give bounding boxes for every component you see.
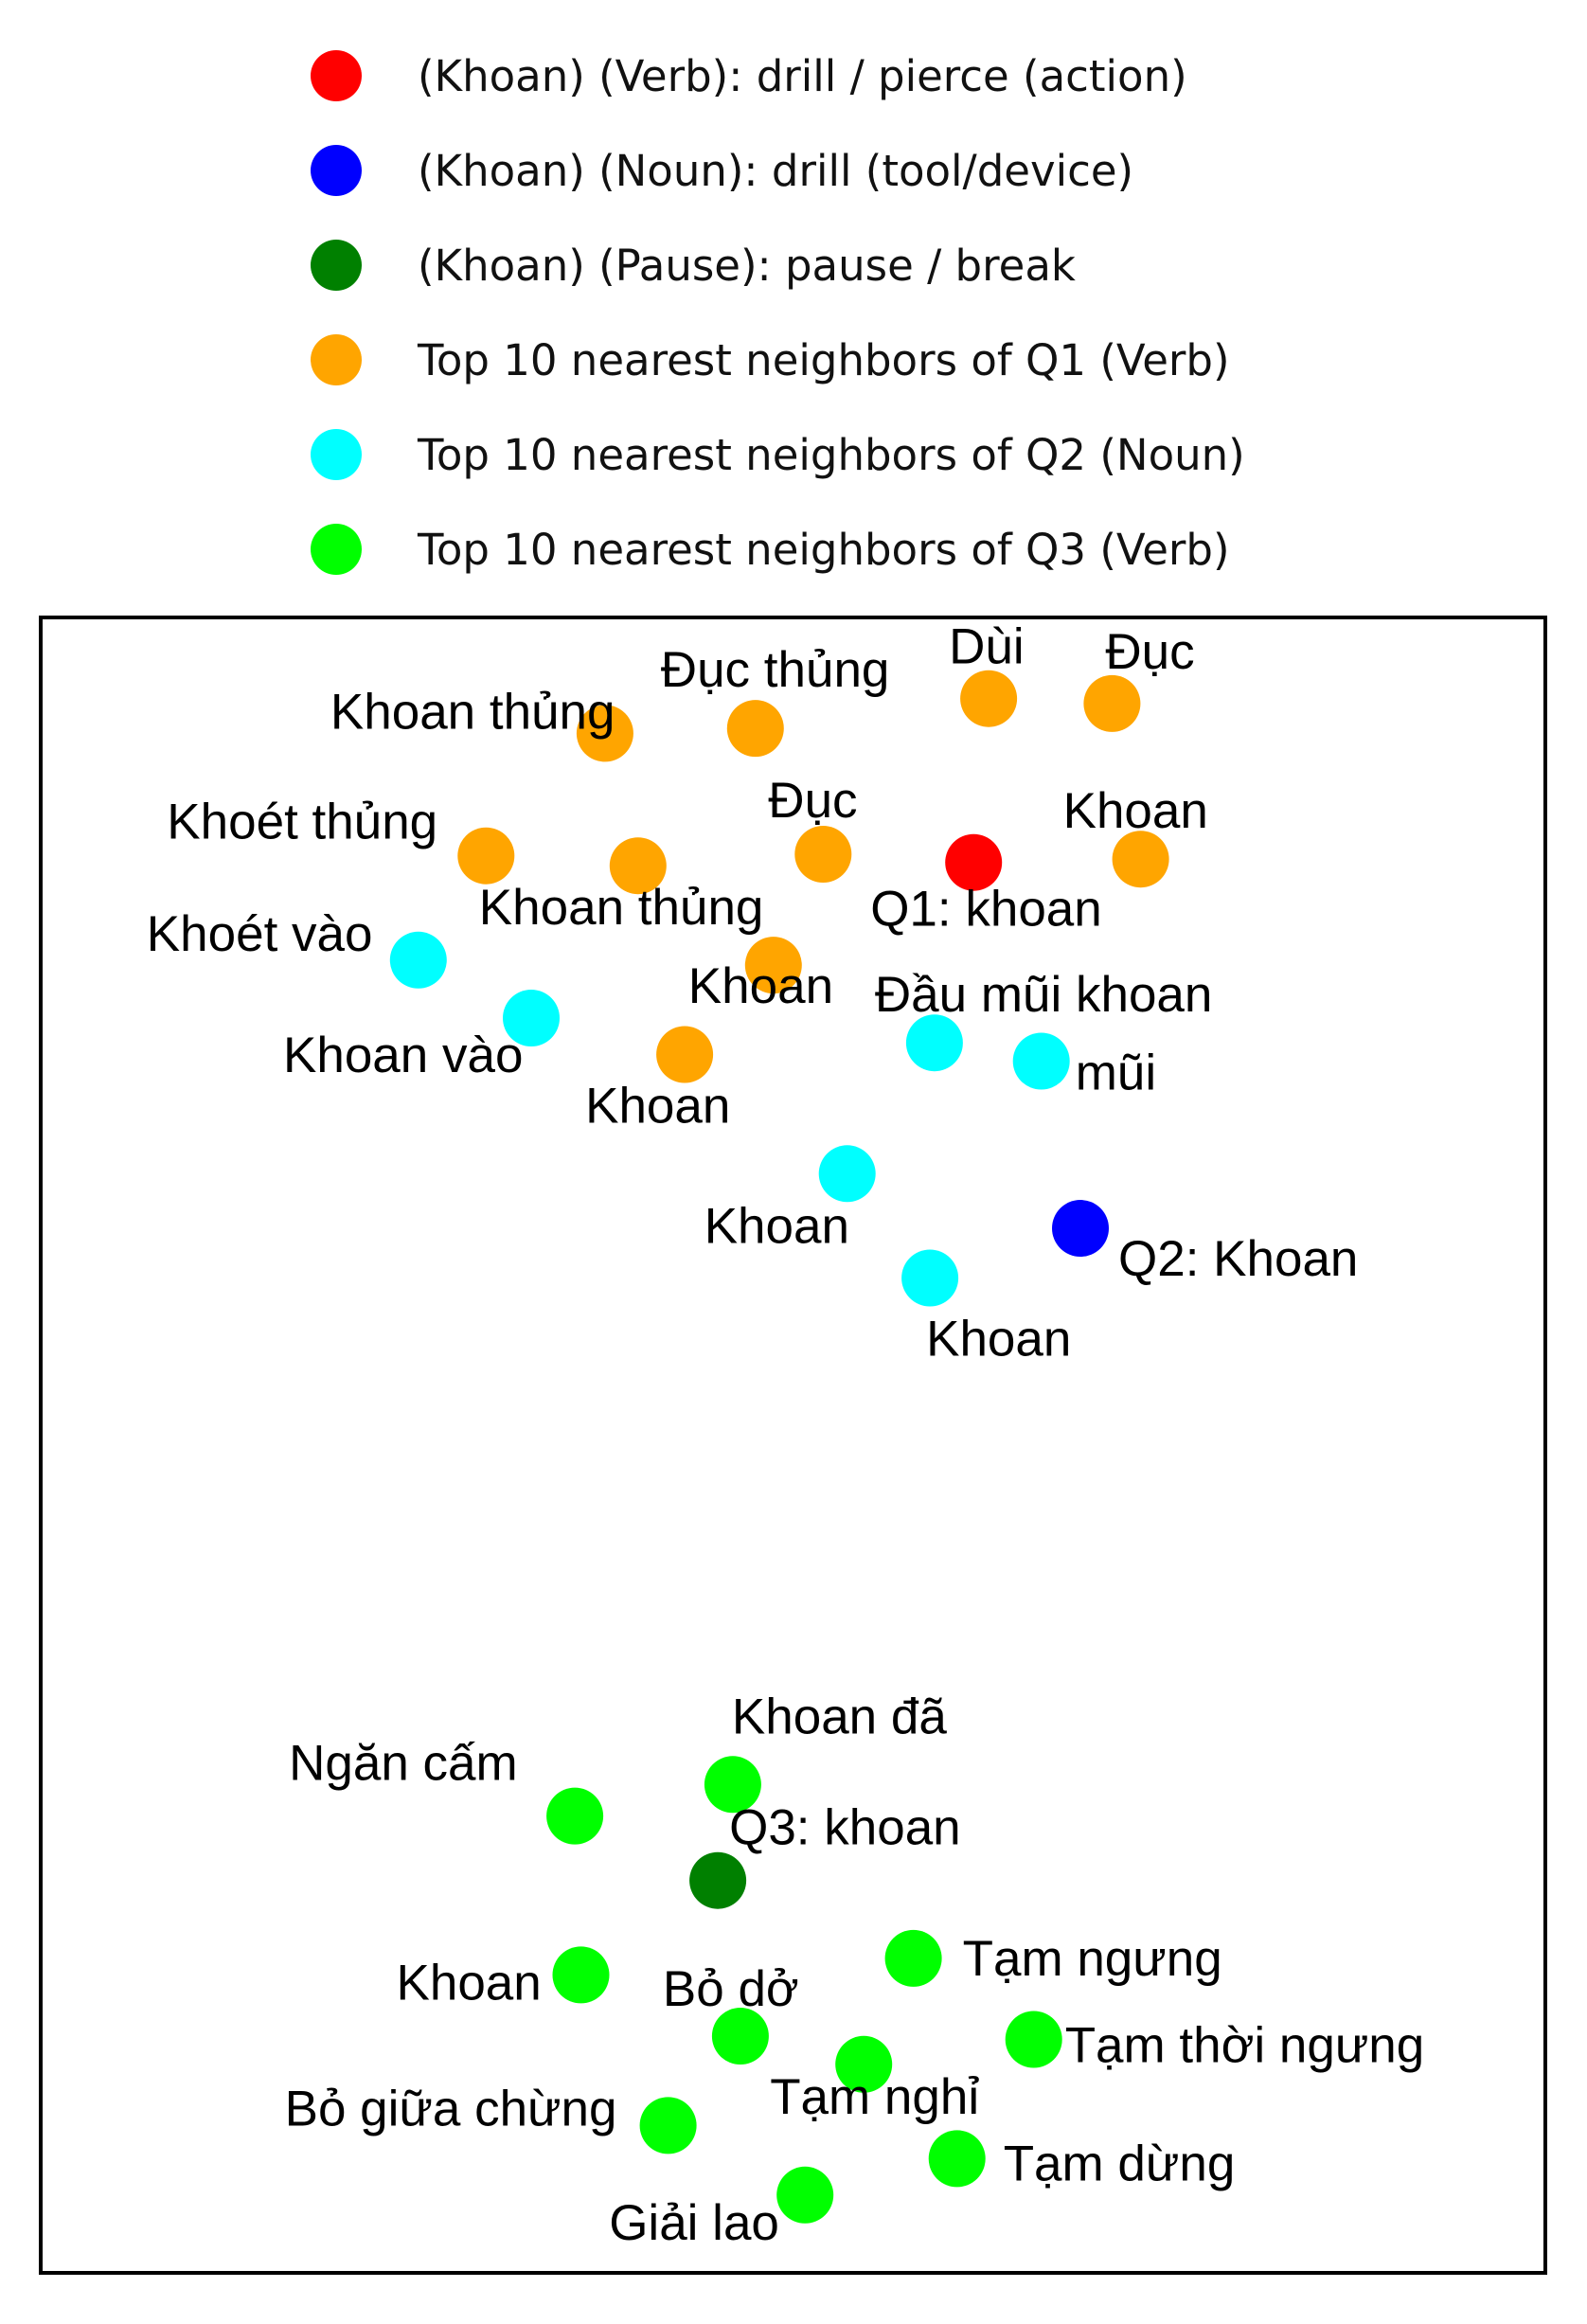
scatter-point <box>503 990 560 1046</box>
point-label: Đầu mũi khoan <box>875 967 1212 1023</box>
legend: (Khoan) (Verb): drill / pierce (action) (… <box>311 50 1245 575</box>
point-label: Dùi <box>949 619 1025 675</box>
point-label: Khoan đã <box>732 1689 947 1744</box>
scatter-point <box>576 705 633 762</box>
plot-points <box>389 670 1169 2224</box>
scatter-point <box>960 670 1018 727</box>
point-label: Tạm ngưng <box>963 1931 1222 1987</box>
scatter-point <box>945 833 1003 891</box>
legend-marker <box>311 145 362 196</box>
plot-frame <box>39 616 1547 2275</box>
point-label: Q3: khoan <box>729 1800 961 1856</box>
point-label: Bỏ dở <box>663 1961 799 2017</box>
point-label: Khoan <box>926 1312 1071 1368</box>
point-label: Khoan <box>688 958 833 1014</box>
legend-entry-label: Top 10 nearest neighbors of Q2 (Noun) <box>417 430 1245 480</box>
legend-marker <box>311 240 362 291</box>
point-label: Khoan <box>1063 783 1208 839</box>
scatter-point <box>818 1145 876 1203</box>
scatter-point <box>457 827 515 885</box>
legend-entry-label: (Khoan) (Noun): drill (tool/device) <box>418 146 1133 196</box>
legend-entry-label: Top 10 nearest neighbors of Q1 (Verb) <box>417 335 1230 385</box>
scatter-point <box>1012 1032 1070 1090</box>
point-label: Khoan thủng <box>330 684 615 740</box>
point-label: Đục <box>768 773 857 829</box>
point-label: Khoét vào <box>147 906 373 962</box>
point-label: Tạm dừng <box>1004 2136 1236 2191</box>
scatter-point <box>609 837 667 895</box>
legend-entry-label: Top 10 nearest neighbors of Q3 (Verb) <box>417 525 1230 575</box>
point-label: Bỏ giữa chừng <box>285 2081 617 2136</box>
point-label: Ngăn cấm <box>289 1736 518 1792</box>
point-label: Q1: khoan <box>870 882 1102 938</box>
scatter-point <box>928 2130 986 2188</box>
scatter-point <box>835 2035 893 2093</box>
scatter-point <box>546 1787 604 1845</box>
legend-marker <box>311 524 362 575</box>
legend-marker <box>311 50 362 101</box>
point-label: Tạm nghỉ <box>770 2069 979 2125</box>
scatter-point <box>794 826 852 883</box>
point-label: Đục thủng <box>661 642 890 698</box>
point-label: Q2: Khoan <box>1118 1231 1358 1287</box>
scatter-point <box>389 931 447 989</box>
scatter-point <box>552 1946 610 2004</box>
scatter-point <box>639 2097 697 2154</box>
point-label: Khoét thủng <box>167 795 437 850</box>
scatter-point <box>689 1851 747 1909</box>
scatter-point <box>711 2008 769 2065</box>
scatter-point <box>901 1249 959 1307</box>
legend-marker <box>311 429 362 480</box>
scatter-point <box>656 1026 714 1083</box>
point-label: Khoan vào <box>283 1028 523 1083</box>
point-label: Tạm thời ngưng <box>1065 2018 1425 2074</box>
legend-entry-label: (Khoan) (Pause): pause / break <box>418 241 1076 291</box>
point-label: mũi <box>1076 1046 1156 1101</box>
scatter-point <box>1052 1200 1109 1257</box>
point-label: Khoan <box>704 1198 849 1254</box>
point-label: Đục <box>1105 624 1194 680</box>
point-label: Khoan <box>585 1079 730 1135</box>
scatter-point <box>1083 674 1141 732</box>
scatter-point <box>1112 831 1169 888</box>
scatter-point <box>1005 2011 1062 2068</box>
scatter-point <box>905 1014 963 1072</box>
scatter-point <box>726 700 784 758</box>
point-label: Khoan <box>397 1955 542 2011</box>
point-label: Giải lao <box>609 2195 779 2251</box>
legend-entry-label: (Khoan) (Verb): drill / pierce (action) <box>418 51 1187 101</box>
scatter-point <box>744 937 802 994</box>
legend-marker <box>311 334 362 385</box>
scatter-point <box>884 1929 942 1987</box>
scatter-point <box>704 1756 761 1814</box>
scatter-point <box>776 2166 834 2224</box>
point-label: Khoan thủng <box>479 880 764 936</box>
